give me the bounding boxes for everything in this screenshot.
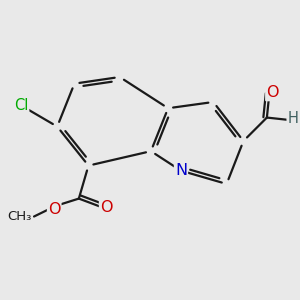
Text: CH₃: CH₃: [8, 210, 32, 223]
Text: O: O: [48, 202, 61, 217]
Text: O: O: [266, 85, 279, 100]
Text: H: H: [287, 112, 298, 127]
Text: O: O: [100, 200, 112, 215]
Text: Cl: Cl: [14, 98, 28, 113]
Text: N: N: [175, 163, 187, 178]
